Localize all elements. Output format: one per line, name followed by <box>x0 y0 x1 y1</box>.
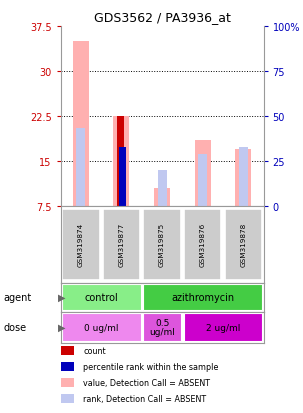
Text: rank, Detection Call = ABSENT: rank, Detection Call = ABSENT <box>83 394 206 403</box>
FancyBboxPatch shape <box>62 313 141 341</box>
Text: dose: dose <box>3 322 26 332</box>
Text: 2 ug/ml: 2 ug/ml <box>206 323 240 332</box>
Title: GDS3562 / PA3936_at: GDS3562 / PA3936_at <box>94 11 231 24</box>
Text: GSM319878: GSM319878 <box>240 223 246 267</box>
Bar <box>235 150 251 206</box>
Text: value, Detection Call = ABSENT: value, Detection Call = ABSENT <box>83 378 210 387</box>
FancyBboxPatch shape <box>225 209 262 280</box>
FancyBboxPatch shape <box>184 313 262 341</box>
FancyBboxPatch shape <box>143 209 181 280</box>
Text: 0.5
ug/ml: 0.5 ug/ml <box>149 318 175 337</box>
Text: percentile rank within the sample: percentile rank within the sample <box>83 362 219 371</box>
FancyBboxPatch shape <box>103 209 140 280</box>
Text: GSM319874: GSM319874 <box>78 223 84 267</box>
FancyBboxPatch shape <box>143 284 262 311</box>
Bar <box>158 171 167 206</box>
Text: agent: agent <box>3 292 31 302</box>
Bar <box>113 116 129 206</box>
Bar <box>76 128 85 206</box>
Text: control: control <box>84 292 118 302</box>
Bar <box>239 148 248 206</box>
Bar <box>198 154 207 206</box>
Bar <box>73 42 89 206</box>
Text: GSM319877: GSM319877 <box>118 223 125 267</box>
Text: azithromycin: azithromycin <box>171 292 234 302</box>
FancyBboxPatch shape <box>62 284 141 311</box>
Text: count: count <box>83 347 106 356</box>
FancyBboxPatch shape <box>143 313 181 341</box>
Bar <box>118 148 126 206</box>
Text: ▶: ▶ <box>58 322 65 332</box>
FancyBboxPatch shape <box>62 209 100 280</box>
Text: ▶: ▶ <box>58 292 65 302</box>
Text: GSM319876: GSM319876 <box>200 223 206 267</box>
Text: 0 ug/ml: 0 ug/ml <box>84 323 118 332</box>
Bar <box>195 140 211 206</box>
Text: GSM319875: GSM319875 <box>159 223 165 267</box>
Bar <box>117 116 125 206</box>
FancyBboxPatch shape <box>184 209 221 280</box>
Bar <box>154 188 170 206</box>
